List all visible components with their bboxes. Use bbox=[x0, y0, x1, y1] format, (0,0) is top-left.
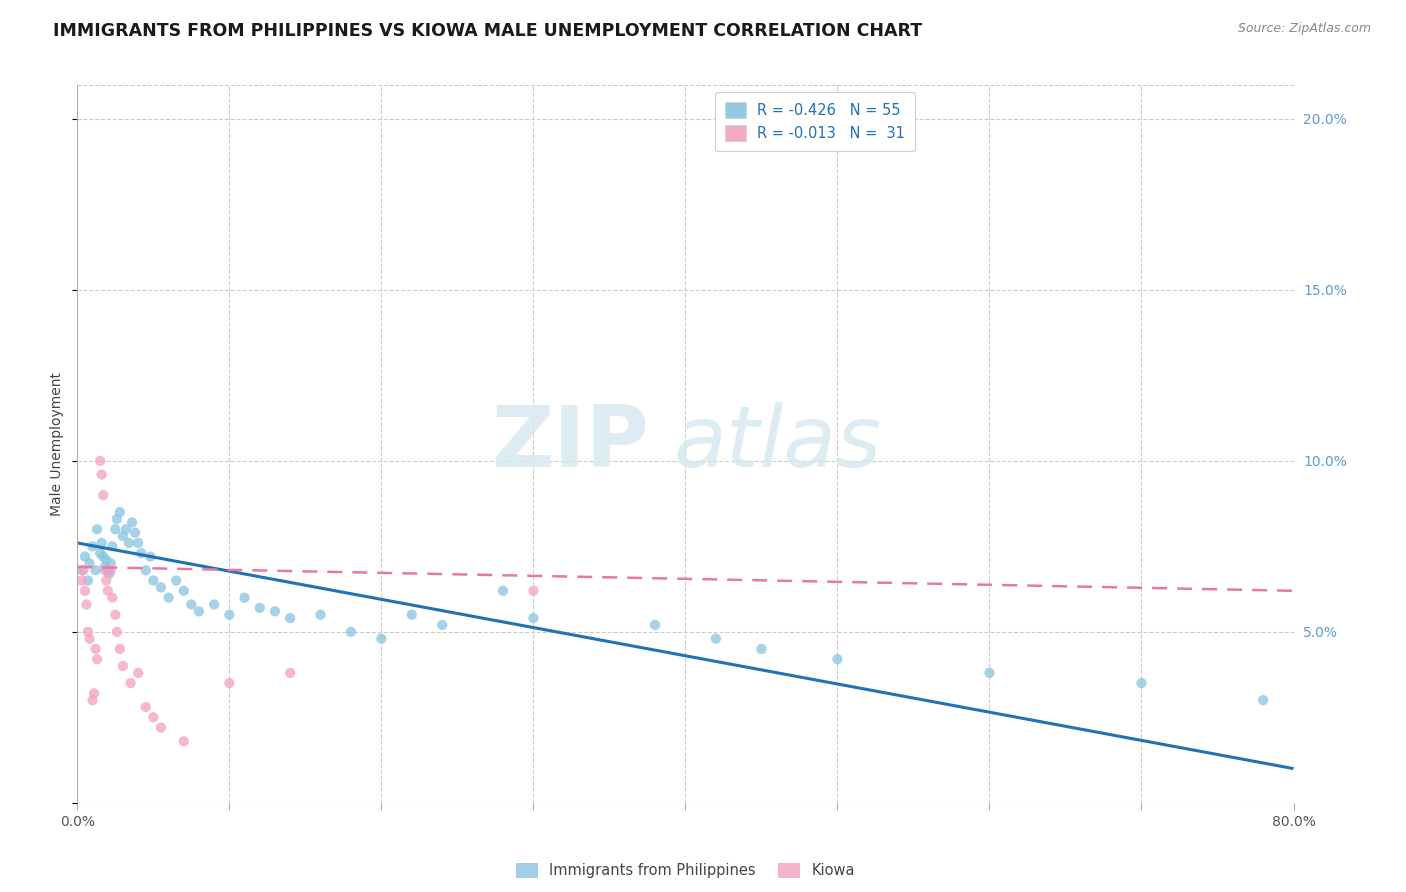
Text: IMMIGRANTS FROM PHILIPPINES VS KIOWA MALE UNEMPLOYMENT CORRELATION CHART: IMMIGRANTS FROM PHILIPPINES VS KIOWA MAL… bbox=[53, 22, 922, 40]
Point bbox=[218, 607, 240, 622]
Point bbox=[100, 557, 122, 571]
Point bbox=[644, 618, 666, 632]
Point bbox=[91, 488, 114, 502]
Point bbox=[188, 604, 211, 618]
Point bbox=[165, 574, 187, 588]
Point bbox=[278, 611, 301, 625]
Point bbox=[180, 598, 202, 612]
Point bbox=[135, 700, 157, 714]
Point bbox=[104, 522, 127, 536]
Point bbox=[101, 539, 124, 553]
Point bbox=[142, 710, 165, 724]
Point bbox=[1251, 693, 1274, 707]
Point bbox=[522, 583, 544, 598]
Point bbox=[111, 659, 134, 673]
Point bbox=[1130, 676, 1153, 690]
Point bbox=[249, 601, 271, 615]
Point bbox=[82, 693, 104, 707]
Point bbox=[492, 583, 515, 598]
Point bbox=[73, 583, 96, 598]
Point bbox=[121, 516, 143, 530]
Point bbox=[105, 624, 128, 639]
Point bbox=[979, 665, 1001, 680]
Point bbox=[89, 454, 111, 468]
Point bbox=[149, 581, 172, 595]
Text: atlas: atlas bbox=[673, 402, 882, 485]
Point bbox=[90, 536, 112, 550]
Point bbox=[120, 676, 142, 690]
Point bbox=[173, 734, 195, 748]
Point bbox=[108, 505, 131, 519]
Point bbox=[84, 642, 107, 657]
Point bbox=[104, 607, 127, 622]
Point bbox=[401, 607, 423, 622]
Point bbox=[111, 529, 134, 543]
Point bbox=[127, 665, 149, 680]
Point bbox=[278, 665, 301, 680]
Point bbox=[115, 522, 138, 536]
Point bbox=[142, 574, 165, 588]
Point bbox=[72, 563, 94, 577]
Point bbox=[93, 563, 115, 577]
Point bbox=[75, 598, 97, 612]
Point bbox=[86, 522, 108, 536]
Point bbox=[79, 557, 101, 571]
Point bbox=[173, 583, 195, 598]
Point bbox=[149, 721, 172, 735]
Point bbox=[751, 642, 773, 657]
Point bbox=[108, 642, 131, 657]
Point bbox=[90, 467, 112, 482]
Y-axis label: Male Unemployment: Male Unemployment bbox=[51, 372, 65, 516]
Point bbox=[135, 563, 157, 577]
Point bbox=[97, 563, 120, 577]
Point bbox=[96, 574, 118, 588]
Point bbox=[89, 546, 111, 560]
Point bbox=[73, 549, 96, 564]
Point bbox=[340, 624, 363, 639]
Point bbox=[522, 611, 544, 625]
Point bbox=[70, 574, 93, 588]
Point bbox=[264, 604, 287, 618]
Point bbox=[70, 563, 93, 577]
Point bbox=[827, 652, 849, 666]
Point bbox=[82, 539, 104, 553]
Point bbox=[218, 676, 240, 690]
Point bbox=[430, 618, 453, 632]
Point bbox=[129, 546, 152, 560]
Point bbox=[124, 525, 146, 540]
Point bbox=[93, 560, 115, 574]
Point bbox=[157, 591, 180, 605]
Point bbox=[91, 549, 114, 564]
Text: Source: ZipAtlas.com: Source: ZipAtlas.com bbox=[1237, 22, 1371, 36]
Point bbox=[202, 598, 225, 612]
Point bbox=[309, 607, 332, 622]
Point bbox=[86, 652, 108, 666]
Point bbox=[79, 632, 101, 646]
Point bbox=[233, 591, 256, 605]
Point bbox=[98, 566, 121, 581]
Point bbox=[370, 632, 392, 646]
Point bbox=[83, 686, 105, 700]
Text: ZIP: ZIP bbox=[491, 402, 650, 485]
Point bbox=[704, 632, 727, 646]
Point bbox=[105, 512, 128, 526]
Point bbox=[139, 549, 162, 564]
Point bbox=[118, 536, 141, 550]
Point bbox=[127, 536, 149, 550]
Point bbox=[96, 553, 118, 567]
Point bbox=[77, 574, 100, 588]
Point bbox=[77, 624, 100, 639]
Point bbox=[84, 563, 107, 577]
Legend: Immigrants from Philippines, Kiowa: Immigrants from Philippines, Kiowa bbox=[510, 856, 860, 884]
Point bbox=[100, 563, 122, 577]
Point bbox=[97, 583, 120, 598]
Point bbox=[101, 591, 124, 605]
